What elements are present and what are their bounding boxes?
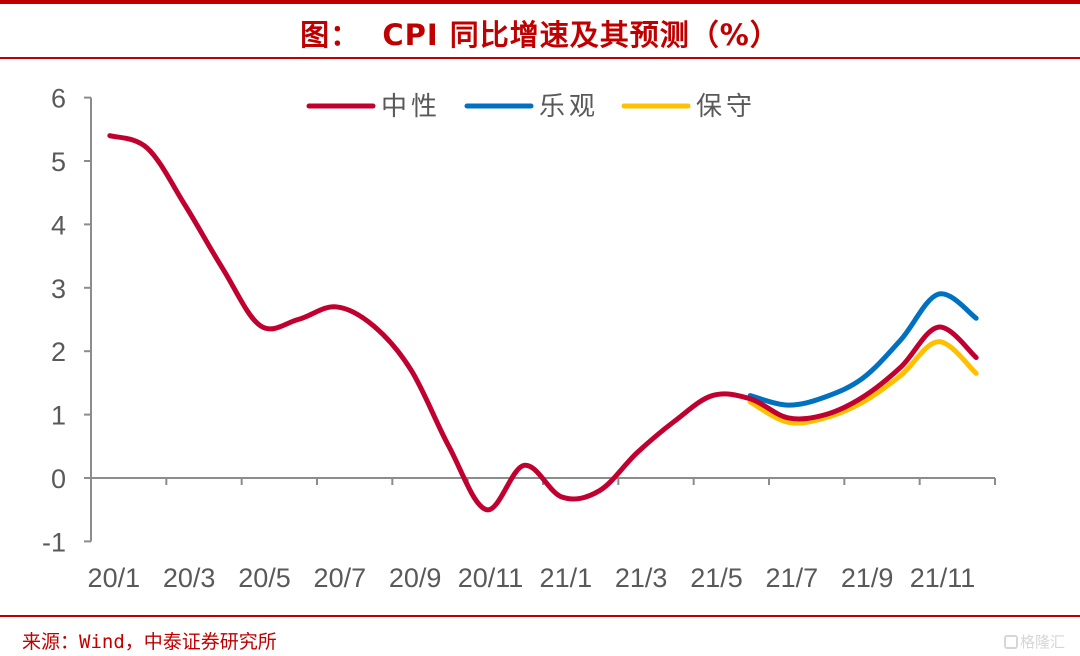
axes: 6 5 4 3 2 1 0 -1 20/1 20/3 20/5 20/7 20/9 20/11 21/1 21… [42, 84, 996, 593]
x-tick-label: 21/1 [540, 563, 593, 593]
watermark-text: 格隆汇 [1020, 633, 1066, 651]
legend-label-optimistic: 乐观 [539, 91, 599, 121]
legend-label-conservative: 保守 [696, 91, 756, 121]
series-line-optimistic [747, 291, 979, 408]
x-tick-label: 21/3 [615, 563, 668, 593]
chart: 6 5 4 3 2 1 0 -1 20/1 20/3 20/5 20/7 20/9 20/11 21/1 21… [42, 84, 996, 593]
y-tick-label: 1 [51, 401, 66, 431]
series-line-conservative [747, 339, 979, 426]
x-tick-label: 20/7 [314, 563, 367, 593]
y-tick-label: 3 [51, 274, 66, 304]
series-lines [107, 133, 979, 513]
x-tick-label: 21/9 [841, 563, 894, 593]
footer-divider [0, 615, 1080, 617]
x-tick-label: 21/5 [690, 563, 743, 593]
y-tick-label: 2 [51, 337, 66, 367]
series-line-neutral [107, 133, 979, 513]
y-tick-label: 6 [51, 84, 66, 114]
y-tick-label: 4 [51, 210, 66, 240]
legend-label-neutral: 中性 [381, 91, 441, 121]
top-band [0, 0, 1080, 4]
y-tick-label: 5 [51, 147, 66, 177]
chart-title: 图： CPI 同比增速及其预测（%） [300, 18, 780, 52]
x-tick-label: 21/11 [910, 563, 976, 593]
x-tick-label: 20/5 [238, 563, 291, 593]
x-tick-label: 20/9 [389, 563, 442, 593]
legend: 中性 乐观 保守 [306, 91, 756, 121]
x-tick-label: 20/1 [88, 563, 141, 593]
x-tick-label: 21/7 [766, 563, 819, 593]
source-note: 来源：Wind，中泰证券研究所 [22, 631, 277, 653]
watermark-logo-icon [1004, 634, 1018, 649]
title-divider [0, 57, 1080, 59]
x-tick-label: 20/3 [163, 563, 216, 593]
watermark: 格隆汇 [1004, 631, 1065, 652]
y-tick-label: -1 [42, 527, 66, 557]
y-tick-label: 0 [51, 464, 66, 494]
x-tick-label: 20/11 [458, 563, 524, 593]
